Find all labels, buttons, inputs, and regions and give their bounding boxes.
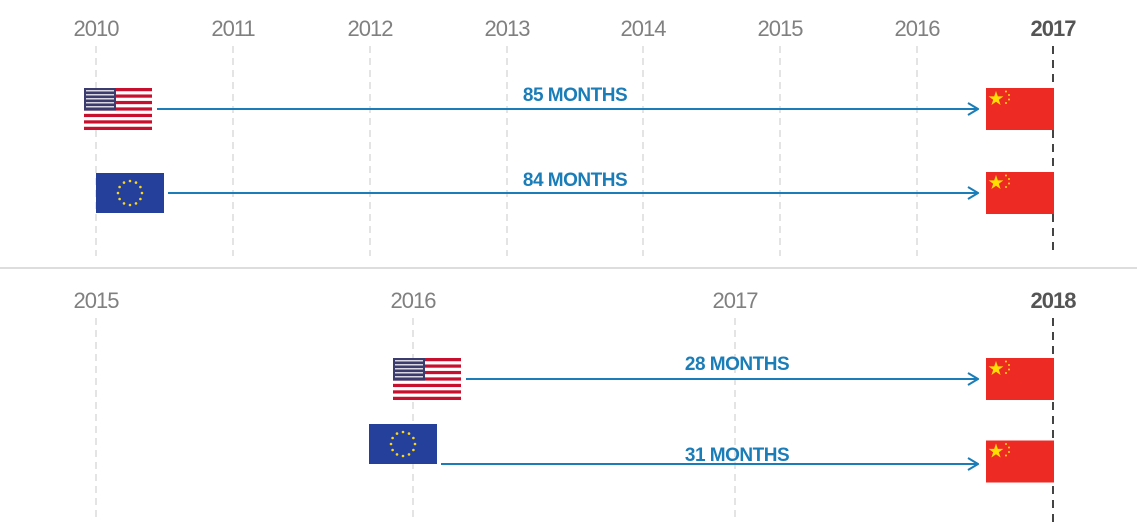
year-label: 2014 xyxy=(621,16,667,41)
china-flag xyxy=(986,172,1054,214)
year-label: 2013 xyxy=(485,16,531,41)
year-label: 2010 xyxy=(74,16,120,41)
origin-flag xyxy=(393,358,461,400)
china-flag xyxy=(986,88,1054,130)
year-label: 2016 xyxy=(391,288,437,313)
china-flag xyxy=(986,440,1054,483)
duration-label: 31 MONTHS xyxy=(685,445,789,466)
year-label: 2015 xyxy=(74,288,120,313)
origin-flag xyxy=(84,88,152,130)
year-label: 2018 xyxy=(1031,288,1077,313)
year-label: 2012 xyxy=(348,16,394,41)
duration-label: 28 MONTHS xyxy=(685,354,789,375)
year-label: 2011 xyxy=(211,16,255,41)
origin-flag xyxy=(96,173,164,213)
duration-label: 84 MONTHS xyxy=(523,170,627,191)
china-flag xyxy=(986,358,1054,400)
year-label: 2017 xyxy=(713,288,759,313)
year-label: 2015 xyxy=(758,16,804,41)
year-label: 2017 xyxy=(1031,16,1077,41)
origin-flag xyxy=(369,424,437,464)
year-label: 2016 xyxy=(895,16,941,41)
duration-label: 85 MONTHS xyxy=(523,85,627,106)
